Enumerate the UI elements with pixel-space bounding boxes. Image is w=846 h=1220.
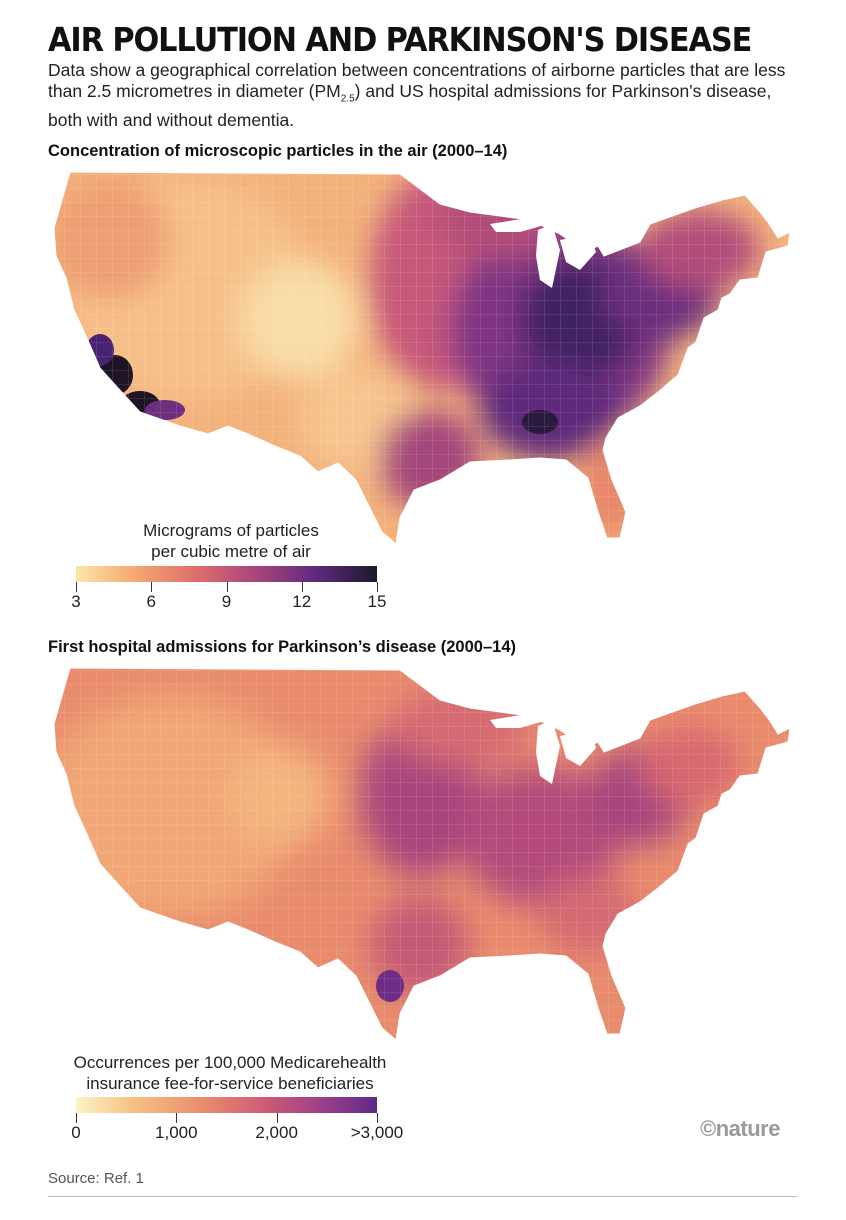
pm25-legend-tick-label: 12 — [292, 592, 312, 611]
parkinsons-lake-huron — [560, 730, 596, 766]
parkinsons-legend-tick-mark — [377, 1113, 378, 1123]
pm25-lake-huron — [560, 234, 596, 270]
parkinsons-legend-tick-label: >3,000 — [350, 1123, 404, 1142]
parkinsons-legend-tick-label: 1,000 — [155, 1123, 198, 1142]
pm25-map-title: Concentration of microscopic particles i… — [48, 142, 508, 160]
parkinsons-legend-tick-mark — [276, 1113, 278, 1123]
parkinsons-lake-michigan — [536, 720, 560, 784]
pm25-legend-tick-label: 15 — [367, 592, 387, 611]
pm25-legend-tick-mark — [151, 582, 153, 592]
figure-subtitle: Data show a geographical correlation bet… — [48, 60, 786, 130]
pm25-choropleth-map — [53, 171, 791, 545]
parkinsons-legend-tick-mark — [76, 1113, 77, 1123]
parkinsons-lake-superior — [490, 712, 548, 728]
pm25-legend-tick-mark — [226, 582, 228, 592]
pm25-county-fill — [54, 172, 790, 544]
pm25-us-outline — [53, 171, 791, 545]
parkinsons-map-title: First hospital admissions for Parkinson’… — [48, 638, 516, 656]
pm25-lake-superior — [490, 216, 548, 232]
pm25-legend-tick-mark — [377, 582, 378, 592]
pm25-legend-tick-label: 6 — [146, 592, 156, 611]
parkinsons-us-outline — [53, 667, 791, 1041]
parkinsons-choropleth-map — [53, 667, 791, 1041]
parkinsons-legend-tick-label: 2,000 — [255, 1123, 298, 1142]
pm25-legend-tick-label: 3 — [71, 592, 81, 611]
pm25-legend-tick-mark — [76, 582, 77, 592]
pm25-legend-tick-label: 9 — [221, 592, 232, 611]
bottom-rule — [48, 1196, 797, 1197]
parkinsons-county-fill — [54, 668, 790, 1040]
parkinsons-legend-tick-mark — [176, 1113, 178, 1123]
pm25-legend-title: Micrograms of particles per cubic metre … — [143, 521, 319, 561]
source-note: Source: Ref. 1 — [48, 1170, 144, 1187]
parkinsons-legend-colorbar — [76, 1097, 377, 1113]
pm25-lake-michigan — [536, 224, 560, 288]
nature-logo: ©nature — [700, 1116, 780, 1141]
pm25-legend-tick-mark — [301, 582, 303, 592]
figure-title: AIR POLLUTION AND PARKINSON'S DISEASE — [48, 20, 752, 59]
parkinsons-legend-tick-label: 0 — [71, 1123, 81, 1142]
parkinsons-legend-title: Occurrences per 100,000 Medicarehealth i… — [73, 1053, 387, 1093]
pm25-legend-colorbar — [76, 566, 377, 582]
